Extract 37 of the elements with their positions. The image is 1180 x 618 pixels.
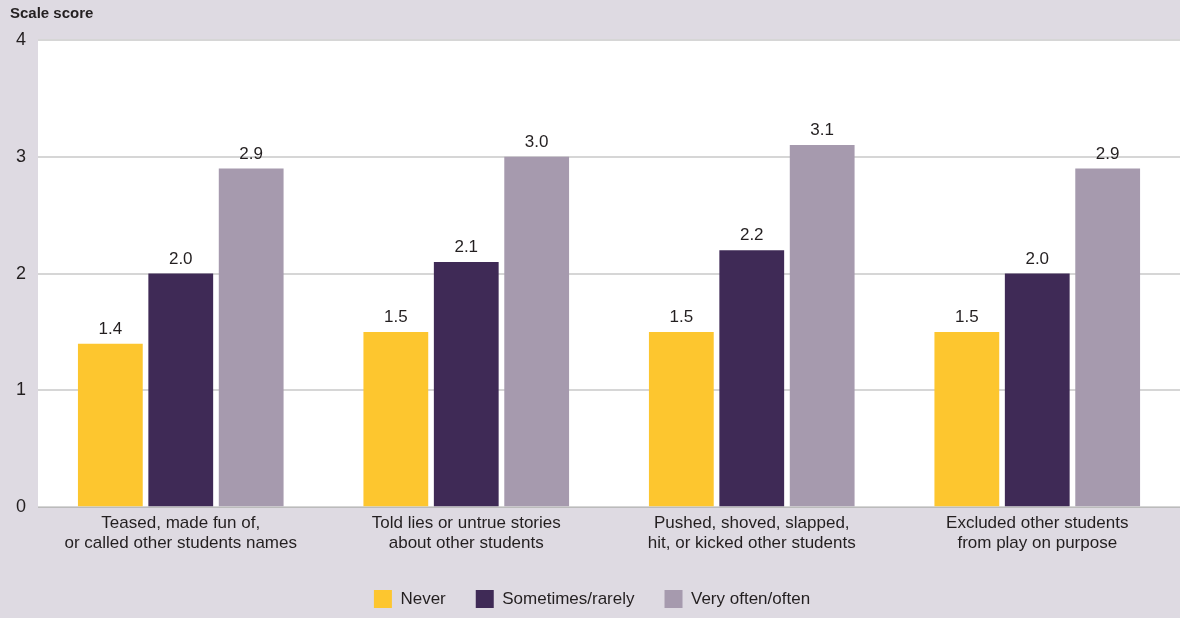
y-tick-label: 4: [16, 28, 27, 49]
legend-label: Sometimes/rarely: [502, 588, 636, 608]
data-label: 1.5: [955, 307, 979, 327]
bar: [504, 156, 570, 507]
bar: [719, 250, 785, 507]
bar: [77, 343, 143, 507]
x-tick-label: Teased, made fun of, or called other students names: [64, 513, 297, 553]
bar: [218, 168, 284, 507]
data-label: 1.4: [98, 318, 123, 338]
data-label: 2.0: [168, 248, 193, 268]
data-label: 3.1: [810, 120, 834, 140]
y-axis-title: Scale score: [10, 4, 94, 22]
x-tick-label: Pushed, shoved, slapped, hit, or kicked other students: [647, 513, 856, 553]
legend-label: Very often/often: [691, 588, 811, 608]
y-tick-label: 2: [16, 262, 27, 283]
x-tick-label: Excluded other students from play on purpose: [946, 513, 1129, 553]
data-label: 3.0: [524, 131, 549, 151]
data-label: 1.5: [669, 307, 694, 327]
bar: [363, 332, 429, 507]
bar: [934, 332, 1000, 507]
bar: [433, 261, 499, 507]
legend-label: Never: [400, 588, 447, 608]
y-tick-label: 1: [16, 379, 27, 400]
bar: [1075, 168, 1141, 507]
bar: [1004, 273, 1070, 507]
data-label: 1.5: [384, 307, 408, 327]
bar: [648, 332, 714, 507]
y-tick-label: 3: [16, 145, 27, 166]
bar: [148, 273, 214, 507]
bar: [789, 145, 855, 507]
data-label: 2.1: [454, 237, 479, 257]
data-label: 2.0: [1025, 248, 1050, 268]
data-label: 2.9: [1095, 143, 1120, 163]
data-label: 2.9: [239, 143, 263, 163]
data-label: 2.2: [739, 225, 764, 245]
y-tick-label: 0: [16, 496, 27, 517]
x-tick-label: Told lies or untrue stories about other students: [371, 513, 561, 553]
